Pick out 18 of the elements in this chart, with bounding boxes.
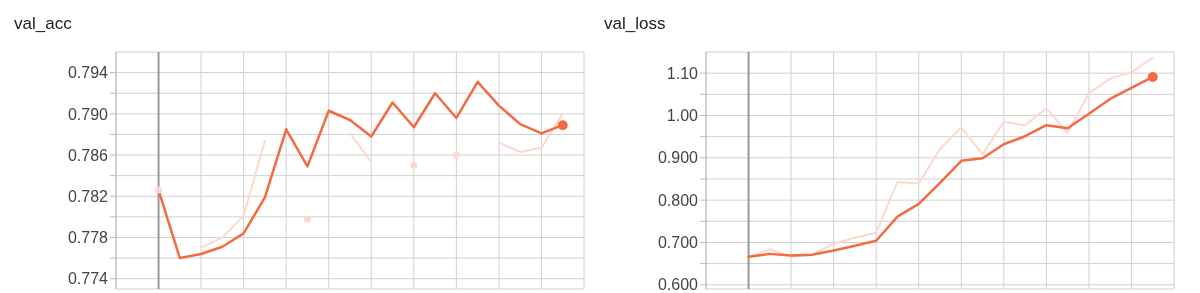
chart-title: val_acc — [13, 13, 73, 35]
y-tick-label: 0.600 — [657, 276, 699, 293]
point — [303, 215, 311, 223]
y-tick-label: 0.774 — [67, 270, 109, 288]
y-tick-label: 1.10 — [666, 64, 699, 82]
y-tick-label: 1.00 — [666, 107, 699, 125]
y-tick-label: 0.790 — [67, 105, 109, 123]
y-tick-label: 0.782 — [67, 187, 109, 205]
point — [452, 151, 460, 159]
y-tick-label: 0.778 — [67, 229, 109, 247]
y-tick-label: 0.900 — [657, 149, 699, 167]
y-tick-label: 0.786 — [67, 146, 109, 164]
y-tick-label: 0.700 — [657, 234, 699, 252]
y-tick-label: 0.794 — [67, 64, 109, 82]
y-tick-label: 0.800 — [657, 191, 699, 209]
point — [410, 161, 418, 169]
point — [155, 186, 163, 194]
chart-title: val_loss — [603, 13, 667, 35]
